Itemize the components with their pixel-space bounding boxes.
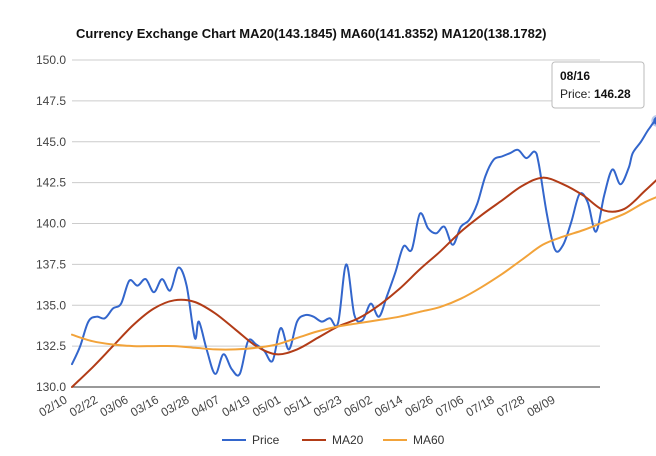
tooltip-date: 08/16 xyxy=(560,69,590,83)
x-tick-label: 04/07 xyxy=(189,392,222,419)
x-tick-label: 06/14 xyxy=(372,392,405,419)
y-tick-label: 135.0 xyxy=(36,298,66,312)
tooltip-price: Price: 146.28 xyxy=(560,87,631,101)
y-tick-label: 132.5 xyxy=(36,339,66,353)
tooltip: 08/16 Price: 146.28 xyxy=(551,61,656,127)
y-tick-label: 142.5 xyxy=(36,176,66,190)
tooltip-point[interactable] xyxy=(653,117,656,125)
x-tick-label: 03/28 xyxy=(158,392,191,419)
x-tick-label: 03/06 xyxy=(97,392,130,419)
x-tick-label: 06/02 xyxy=(341,392,374,419)
x-tick-label: 02/22 xyxy=(67,392,100,419)
legend-item-ma60[interactable]: MA60 xyxy=(383,433,445,447)
x-tick-label: 07/06 xyxy=(433,392,466,419)
x-tick-label: 03/16 xyxy=(128,392,161,419)
x-tick-label: 07/28 xyxy=(494,392,527,419)
legend: Price MA20 MA60 xyxy=(222,433,445,447)
x-tick-label: 05/23 xyxy=(311,392,344,419)
x-tick-label: 07/18 xyxy=(463,392,496,419)
chart-title: Currency Exchange Chart MA20(143.1845) M… xyxy=(76,26,547,41)
series-lines xyxy=(71,119,656,388)
x-axis: 02/1002/2203/0603/1603/2804/0704/1905/01… xyxy=(36,392,557,419)
x-tick-label: 06/26 xyxy=(402,392,435,419)
legend-label: MA60 xyxy=(413,433,445,447)
x-tick-label: 05/11 xyxy=(281,392,314,419)
y-tick-label: 137.5 xyxy=(36,257,66,271)
y-tick-label: 147.5 xyxy=(36,94,66,108)
y-tick-label: 130.0 xyxy=(36,380,66,394)
y-tick-label: 140.0 xyxy=(36,217,66,231)
y-tick-label: 145.0 xyxy=(36,135,66,149)
x-tick-label: 02/10 xyxy=(36,392,69,419)
x-tick-label: 04/19 xyxy=(219,392,252,419)
x-tick-label: 05/01 xyxy=(250,392,283,419)
gridlines xyxy=(72,59,600,388)
legend-item-price[interactable]: Price xyxy=(222,433,280,447)
legend-label: MA20 xyxy=(332,433,364,447)
series-line-price xyxy=(71,119,656,377)
x-tick-label: 08/09 xyxy=(524,392,557,419)
series-line-ma20 xyxy=(71,176,656,388)
legend-item-ma20[interactable]: MA20 xyxy=(302,433,364,447)
tooltip-box xyxy=(551,61,645,109)
legend-label: Price xyxy=(252,433,280,447)
y-tick-label: 150.0 xyxy=(36,53,66,67)
series-line-ma60 xyxy=(71,196,656,351)
y-axis: 150.0 147.5 145.0 142.5 140.0 137.5 135.0 132.5… xyxy=(36,53,66,394)
